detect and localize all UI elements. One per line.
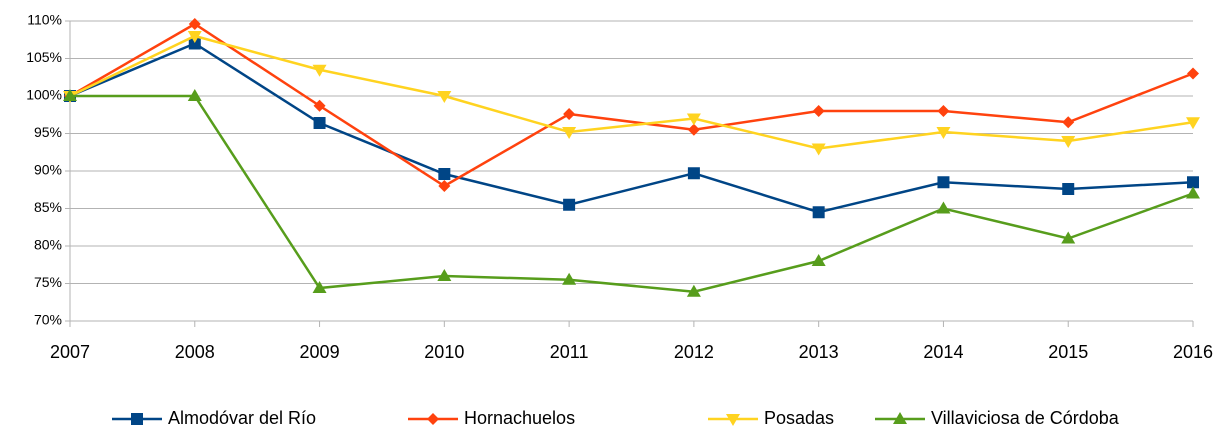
data-point	[1062, 183, 1075, 195]
x-tick-label: 2013	[799, 342, 839, 362]
legend-label: Almodóvar del Río	[168, 408, 316, 428]
data-point	[313, 117, 326, 129]
y-tick-label: 75%	[34, 274, 62, 290]
x-tick-label: 2009	[300, 342, 340, 362]
data-point	[686, 113, 701, 126]
y-tick-label: 110%	[27, 12, 62, 28]
data-point	[936, 127, 951, 139]
data-point	[312, 281, 327, 293]
y-tick-label: 105%	[26, 49, 62, 65]
legend-label: Hornachuelos	[464, 408, 575, 428]
legend-item: Posadas	[708, 408, 834, 428]
x-tick-label: 2015	[1048, 342, 1088, 362]
data-point	[438, 180, 451, 192]
data-point	[811, 254, 826, 266]
x-tick-label: 2016	[1173, 342, 1213, 362]
data-point	[1061, 231, 1076, 244]
data-point	[437, 91, 452, 103]
legend-label: Villaviciosa de Córdoba	[931, 408, 1120, 428]
data-point	[937, 105, 950, 117]
data-point	[936, 201, 951, 214]
data-point	[687, 123, 700, 136]
legend-marker	[726, 414, 740, 426]
legend-marker	[131, 413, 143, 425]
data-point	[1187, 67, 1199, 80]
y-tick-label: 80%	[34, 237, 62, 253]
legend-label: Posadas	[764, 408, 834, 428]
legend-marker	[893, 412, 907, 424]
data-point	[1186, 117, 1200, 130]
x-tick-label: 2010	[424, 342, 464, 362]
y-tick-label: 100%	[26, 87, 62, 103]
y-tick-label: 90%	[34, 162, 62, 178]
y-tick-label: 70%	[34, 312, 62, 328]
data-point	[562, 127, 577, 139]
series-line	[70, 94, 1194, 294]
x-tick-label: 2007	[50, 342, 90, 362]
legend-item: Villaviciosa de Córdoba	[875, 408, 1120, 428]
x-tick-label: 2008	[175, 342, 215, 362]
data-point	[563, 198, 576, 211]
y-tick-label: 95%	[34, 124, 62, 140]
data-point	[812, 206, 825, 219]
data-point	[187, 31, 202, 43]
x-tick-label: 2012	[674, 342, 714, 362]
data-point	[562, 272, 577, 285]
data-point	[687, 167, 700, 180]
data-point	[811, 143, 826, 156]
data-point	[1187, 176, 1199, 189]
y-tick-label: 85%	[34, 199, 62, 215]
legend-marker	[427, 413, 439, 425]
data-point	[312, 64, 327, 77]
series-line	[69, 42, 1194, 214]
x-tick-label: 2014	[923, 342, 963, 362]
series-line	[69, 22, 1194, 188]
data-point	[1061, 136, 1076, 148]
data-point	[812, 105, 825, 117]
data-point	[188, 18, 201, 30]
data-point	[187, 89, 202, 101]
data-point	[437, 269, 452, 281]
x-tick-label: 2011	[550, 342, 589, 362]
data-point	[1062, 116, 1075, 129]
data-point	[188, 37, 201, 50]
series-line	[69, 34, 1194, 150]
data-point	[686, 284, 701, 297]
data-point	[63, 89, 77, 101]
data-point	[563, 108, 576, 120]
data-point	[438, 168, 451, 180]
data-point	[937, 176, 950, 189]
data-point	[1186, 186, 1200, 199]
data-point	[313, 99, 326, 112]
